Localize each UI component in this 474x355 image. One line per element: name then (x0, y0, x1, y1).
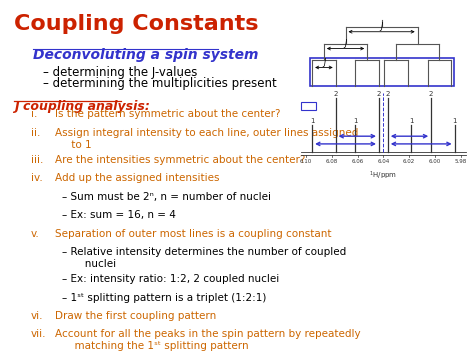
Text: i.: i. (31, 109, 37, 119)
Text: iv.: iv. (31, 173, 43, 183)
Text: Account for all the peaks in the spin pattern by repeatedly
      matching the 1: Account for all the peaks in the spin pa… (55, 329, 360, 351)
Text: vi.: vi. (31, 311, 43, 321)
Text: J coupling analysis:: J coupling analysis: (14, 100, 150, 113)
Text: Add up the assigned intensities: Add up the assigned intensities (55, 173, 219, 183)
Text: J: J (345, 39, 346, 48)
Text: 6.02: 6.02 (403, 159, 415, 164)
Text: – Ex: sum = 16, n = 4: – Ex: sum = 16, n = 4 (62, 210, 175, 220)
Text: Is the pattern symmetric about the center?: Is the pattern symmetric about the cente… (55, 109, 280, 119)
Text: Are the intensities symmetric about the center?: Are the intensities symmetric about the … (55, 155, 305, 165)
Text: – Relative intensity determines the number of coupled
       nuclei: – Relative intensity determines the numb… (62, 247, 346, 269)
Text: 6.00: 6.00 (429, 159, 441, 164)
Text: Assign integral intensity to each line, outer lines assigned
     to 1: Assign integral intensity to each line, … (55, 128, 358, 150)
Text: 1: 1 (310, 118, 314, 124)
Text: 1: 1 (353, 118, 358, 124)
Text: ii.: ii. (31, 128, 40, 138)
Text: 2: 2 (377, 91, 381, 97)
Text: Deconvoluting a spin system: Deconvoluting a spin system (33, 48, 259, 62)
Bar (301, 102, 316, 110)
Text: 6.10: 6.10 (300, 159, 312, 164)
Text: – determining the J-values: – determining the J-values (43, 66, 197, 79)
Text: 5.98: 5.98 (455, 159, 467, 164)
Text: J: J (323, 58, 325, 67)
Text: vii.: vii. (31, 329, 46, 339)
Text: 2: 2 (333, 91, 338, 97)
Text: 6.06: 6.06 (351, 159, 364, 164)
Text: Draw the first coupling pattern: Draw the first coupling pattern (55, 311, 216, 321)
Text: – Ex: intensity ratio: 1:2, 2 coupled nuclei: – Ex: intensity ratio: 1:2, 2 coupled nu… (62, 274, 279, 284)
Text: – Sum must be 2ⁿ, n = number of nuclei: – Sum must be 2ⁿ, n = number of nuclei (62, 192, 271, 202)
Text: – determining the multiplicities present: – determining the multiplicities present (43, 77, 276, 90)
Text: 1: 1 (452, 118, 457, 124)
Text: Separation of outer most lines is a coupling constant: Separation of outer most lines is a coup… (55, 229, 331, 239)
Text: J: J (381, 22, 383, 31)
Bar (310, 58, 454, 86)
Text: 2: 2 (386, 91, 390, 97)
Text: $^1$H/ppm: $^1$H/ppm (369, 170, 397, 182)
Text: 6.04: 6.04 (377, 159, 390, 164)
Text: – 1ˢᵗ splitting pattern is a triplet (1:2:1): – 1ˢᵗ splitting pattern is a triplet (1:… (62, 293, 266, 302)
Text: Coupling Constants: Coupling Constants (14, 14, 259, 34)
Text: v.: v. (31, 229, 39, 239)
Text: 6.08: 6.08 (326, 159, 338, 164)
Text: 2: 2 (429, 91, 433, 97)
Text: iii.: iii. (31, 155, 43, 165)
Text: 1: 1 (409, 118, 413, 124)
